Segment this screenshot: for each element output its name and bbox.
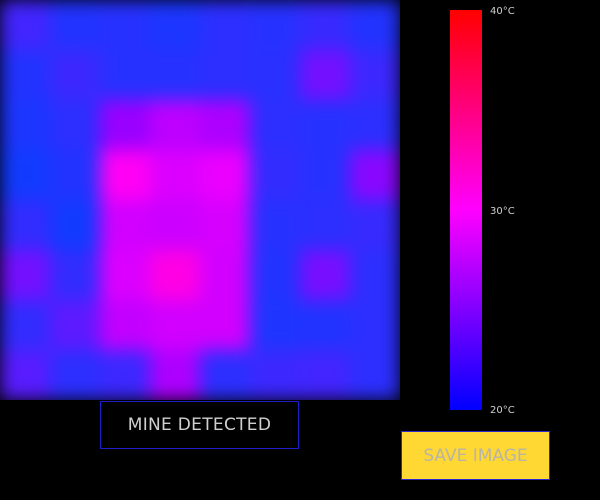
thermal-image [0, 0, 400, 400]
thermal-cell [300, 350, 350, 400]
thermal-cell [350, 300, 400, 350]
thermal-cell [250, 100, 300, 150]
thermal-cell [100, 300, 150, 350]
thermal-cell [250, 50, 300, 100]
thermal-cell [150, 300, 200, 350]
thermal-cell [350, 150, 400, 200]
thermal-cell [0, 150, 50, 200]
thermal-cell [350, 200, 400, 250]
thermal-cell [150, 350, 200, 400]
thermal-cell [300, 250, 350, 300]
thermal-cell [0, 200, 50, 250]
thermal-cell [250, 350, 300, 400]
thermal-cell [100, 100, 150, 150]
thermal-cell [0, 250, 50, 300]
scale-max-label: 40°C [490, 6, 515, 17]
thermal-cell [0, 0, 50, 50]
scale-mid-label: 30°C [490, 206, 515, 217]
thermal-cell [200, 250, 250, 300]
thermal-cell [150, 200, 200, 250]
thermal-cell [350, 50, 400, 100]
thermal-cell [300, 150, 350, 200]
thermal-cell [50, 150, 100, 200]
thermal-cell [200, 200, 250, 250]
thermal-cell [200, 350, 250, 400]
thermal-cell [300, 300, 350, 350]
thermal-cell [300, 200, 350, 250]
thermal-heatmap [0, 0, 400, 400]
thermal-cell [300, 100, 350, 150]
detection-status-text: MINE DETECTED [127, 415, 272, 435]
detection-status-box: MINE DETECTED [100, 401, 299, 449]
thermal-cell [50, 100, 100, 150]
thermal-cell [100, 350, 150, 400]
thermal-cell [50, 0, 100, 50]
thermal-cell [300, 0, 350, 50]
thermal-cell [50, 350, 100, 400]
thermal-cell [100, 250, 150, 300]
thermal-cell [0, 350, 50, 400]
thermal-cell [250, 300, 300, 350]
thermal-cell [150, 250, 200, 300]
thermal-cell [250, 150, 300, 200]
save-image-button[interactable]: SAVE IMAGE [401, 431, 550, 480]
thermal-cell [200, 100, 250, 150]
thermal-cell [0, 100, 50, 150]
temperature-color-scale [450, 10, 482, 410]
thermal-cell [200, 0, 250, 50]
thermal-cell [350, 350, 400, 400]
thermal-cell [250, 0, 300, 50]
thermal-cell [150, 150, 200, 200]
thermal-cell [100, 150, 150, 200]
thermal-cell [50, 300, 100, 350]
thermal-cell [350, 100, 400, 150]
thermal-cell [350, 0, 400, 50]
thermal-cell [100, 50, 150, 100]
thermal-cell [200, 50, 250, 100]
thermal-cell [50, 200, 100, 250]
thermal-cell [150, 100, 200, 150]
thermal-cell [150, 50, 200, 100]
thermal-cell [0, 50, 50, 100]
thermal-cell [250, 200, 300, 250]
thermal-cell [300, 50, 350, 100]
thermal-cell [50, 50, 100, 100]
thermal-cell [150, 0, 200, 50]
scale-min-label: 20°C [490, 405, 515, 416]
thermal-cell [0, 300, 50, 350]
thermal-cell [100, 200, 150, 250]
thermal-cell [200, 150, 250, 200]
thermal-cell [200, 300, 250, 350]
thermal-cell [350, 250, 400, 300]
thermal-cell [250, 250, 300, 300]
thermal-cell [50, 250, 100, 300]
thermal-cell [100, 0, 150, 50]
